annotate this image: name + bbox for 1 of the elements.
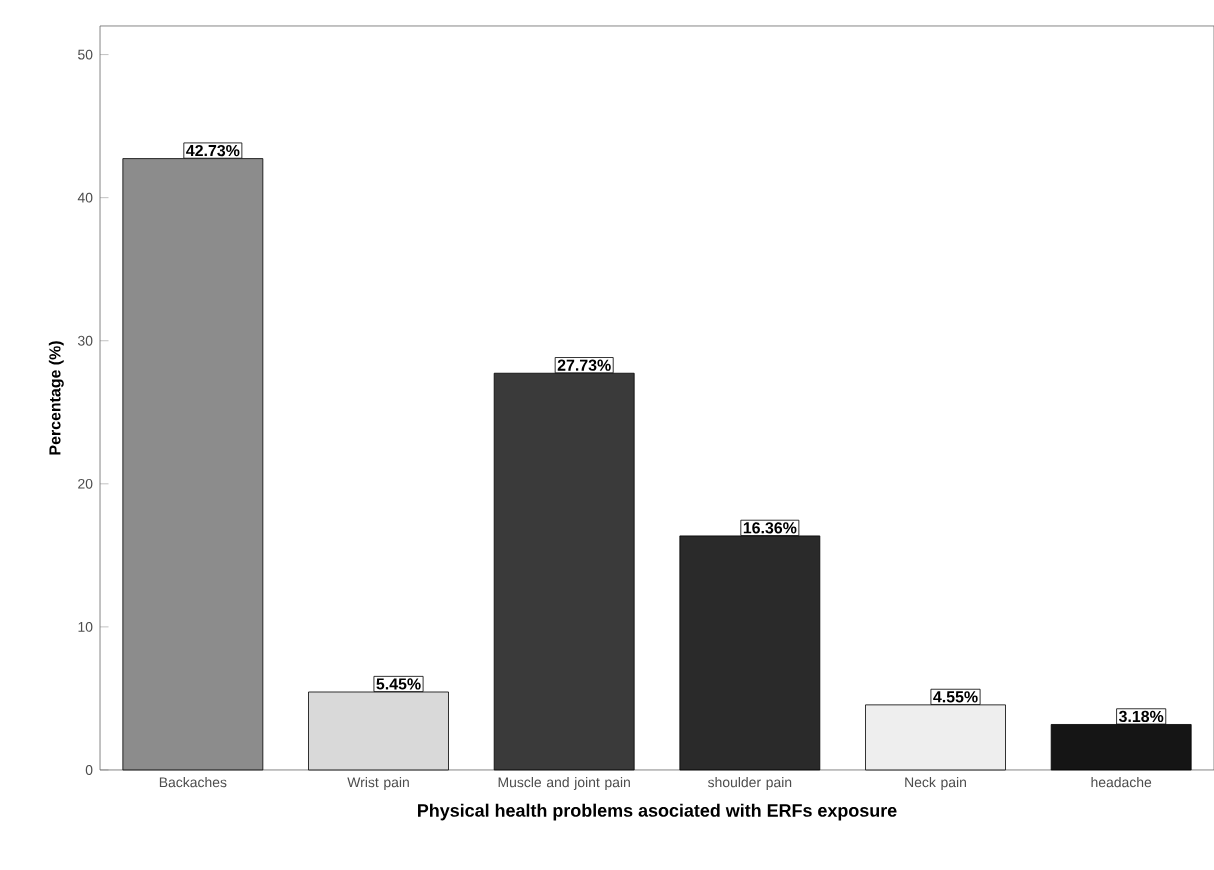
x-axis-title: Physical health problems asociated with ERFs exposure [418, 803, 897, 821]
